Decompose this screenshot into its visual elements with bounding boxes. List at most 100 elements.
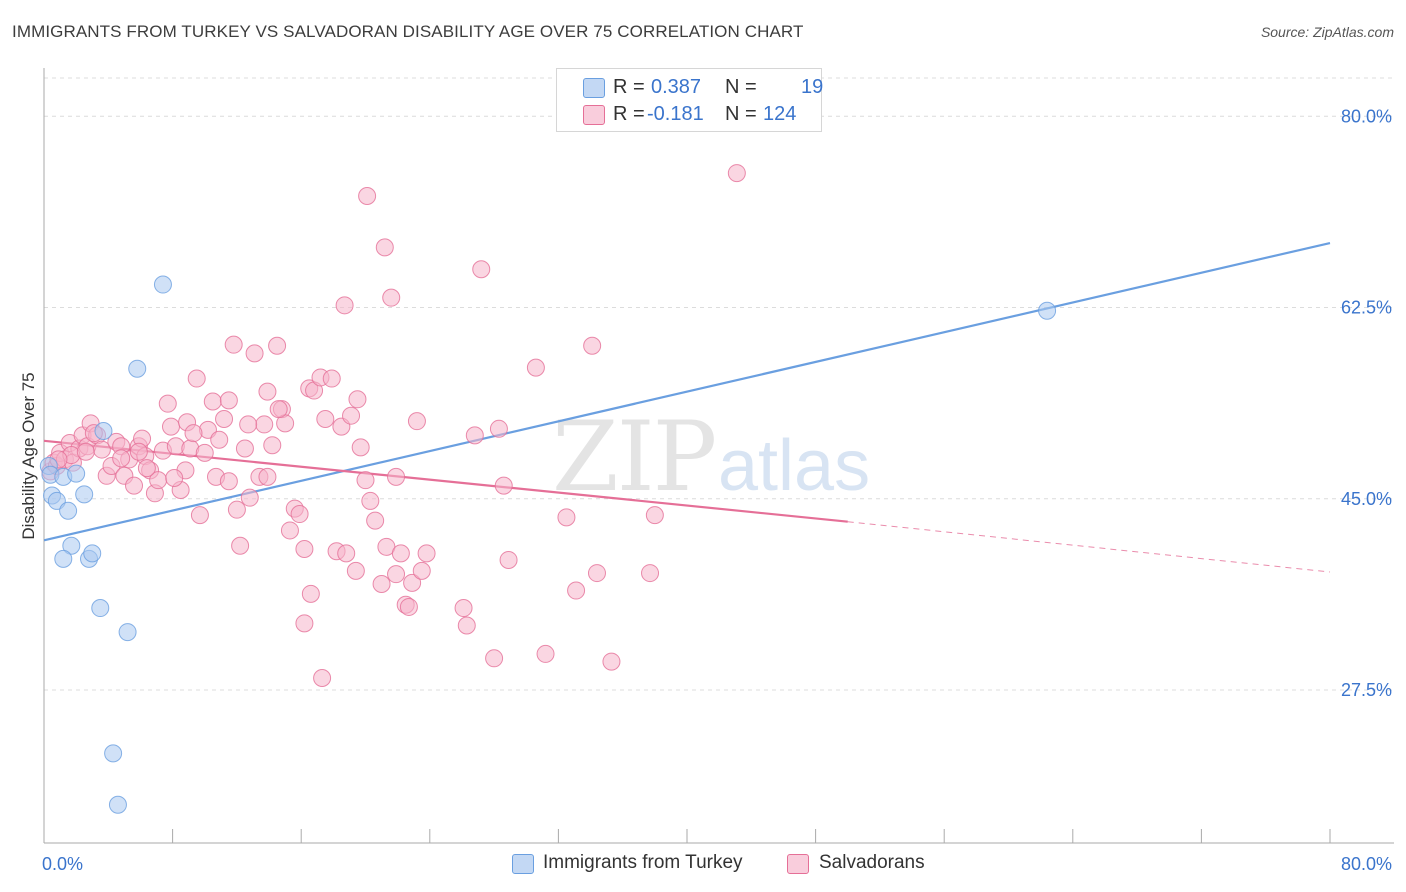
turkey-point <box>62 536 81 555</box>
salvadoran-point <box>268 336 287 355</box>
y-tick-label: 80.0% <box>1341 106 1392 126</box>
legend-swatch-turkey <box>512 854 534 874</box>
salvadoran-point <box>602 652 621 671</box>
turkey-point <box>91 599 110 618</box>
salvadoran-point <box>210 430 229 449</box>
salvadoran-point <box>372 574 391 593</box>
data-points <box>39 164 1057 814</box>
salvadoran-point <box>239 415 258 434</box>
salvadoran-point <box>190 506 209 525</box>
salvadoran-point <box>313 668 332 687</box>
salvadoran-point <box>295 614 314 633</box>
salvadoran-point <box>280 521 299 540</box>
turkey-point <box>1038 301 1057 320</box>
legend-r-value: 0.387 <box>651 76 702 98</box>
salvadoran-point <box>290 505 309 524</box>
salvadoran-point <box>125 476 144 495</box>
salvadoran-point <box>346 561 365 580</box>
source-label: Source: ZipAtlas.com <box>1260 24 1394 40</box>
stats-legend: R = 0.387 N = 19 R = -0.181 N = 124 <box>556 68 824 132</box>
salvadoran-point <box>215 409 234 428</box>
salvadoran-point <box>387 467 406 486</box>
salvadoran-point <box>295 540 314 559</box>
salvadoran-point <box>187 369 206 388</box>
salvadoran-point <box>641 564 660 583</box>
y-tick-label: 27.5% <box>1341 680 1392 700</box>
turkey-point <box>128 359 147 378</box>
salvadoran-point <box>494 476 513 495</box>
salvadoran-point <box>337 544 356 563</box>
salvadoran-point <box>557 508 576 527</box>
salvadoran-point <box>158 394 177 413</box>
salvadoran-point <box>417 544 436 563</box>
legend-n-value: 19 <box>801 76 824 98</box>
salvadoran-point <box>356 471 375 490</box>
y-axis-label: Disability Age Over 75 <box>19 372 38 539</box>
salvadoran-point <box>322 369 341 388</box>
salvadoran-point <box>137 459 156 478</box>
turkey-point <box>83 544 102 563</box>
salvadoran-point <box>335 296 354 315</box>
salvadoran-point <box>465 426 484 445</box>
y-tick-label: 45.0% <box>1341 489 1392 509</box>
chart-title: IMMIGRANTS FROM TURKEY VS SALVADORAN DIS… <box>12 22 804 41</box>
watermark: ZIP atlas <box>552 401 870 513</box>
salvadoran-point <box>391 544 410 563</box>
salvadoran-point <box>583 336 602 355</box>
salvadoran-point <box>255 415 274 434</box>
salvadoran-point <box>375 238 394 257</box>
salvadoran-point <box>567 581 586 600</box>
salvadoran-point <box>224 335 243 354</box>
salvadoran-point <box>112 449 131 468</box>
salvadoran-point <box>358 187 377 206</box>
salvadoran-point <box>129 442 148 461</box>
legend-label-salvadorans: Salvadorans <box>819 852 925 873</box>
turkey-point <box>108 795 127 814</box>
salvadoran-point <box>351 438 370 457</box>
salvadoran-point <box>245 344 264 363</box>
salvadoran-point <box>231 536 250 555</box>
turkey-point <box>118 623 137 642</box>
legend-n-label: N = <box>725 76 757 98</box>
salvadoran-point <box>203 392 222 411</box>
salvadoran-point <box>454 599 473 618</box>
salvadoran-point <box>587 564 606 583</box>
salvadoran-point <box>165 468 184 487</box>
salvadoran-point <box>407 412 426 431</box>
turkey-point <box>75 485 94 504</box>
legend-n-label: N = <box>725 103 757 125</box>
salvadoran-point <box>219 472 238 491</box>
salvadoran-point <box>161 417 180 436</box>
x-tick-label: 0.0% <box>42 854 83 874</box>
salvadoran-point <box>366 511 385 530</box>
turkey-trend-line <box>43 241 1331 542</box>
legend-swatch-blue <box>583 78 605 98</box>
salvadoran-trend-extension <box>847 521 1331 573</box>
salvadoran-point <box>457 616 476 635</box>
x-tick-label: 80.0% <box>1341 854 1392 874</box>
salvadoran-point <box>316 409 335 428</box>
salvadoran-point <box>536 644 555 663</box>
watermark-atlas: atlas <box>718 426 870 506</box>
turkey-point <box>104 744 123 763</box>
salvadoran-point <box>526 358 545 377</box>
salvadoran-point <box>76 442 95 461</box>
salvadoran-point <box>412 561 431 580</box>
salvadoran-point <box>184 424 203 443</box>
tick-labels: 27.5% 45.0% 62.5% 80.0% 0.0% 80.0% <box>42 106 1392 874</box>
salvadoran-point <box>399 597 418 616</box>
legend-swatch-salvadorans <box>787 854 809 874</box>
salvadoran-point <box>387 565 406 584</box>
salvadoran-point <box>485 649 504 668</box>
salvadoran-point <box>269 400 288 419</box>
salvadoran-point <box>258 382 277 401</box>
turkey-point <box>59 501 78 520</box>
turkey-point <box>94 421 113 440</box>
salvadoran-point <box>348 390 367 409</box>
turkey-point <box>67 464 86 483</box>
turkey-point <box>153 275 172 294</box>
turkey-point <box>54 549 73 568</box>
salvadoran-point <box>382 288 401 307</box>
salvadoran-point <box>342 406 361 425</box>
salvadoran-point <box>235 439 254 458</box>
